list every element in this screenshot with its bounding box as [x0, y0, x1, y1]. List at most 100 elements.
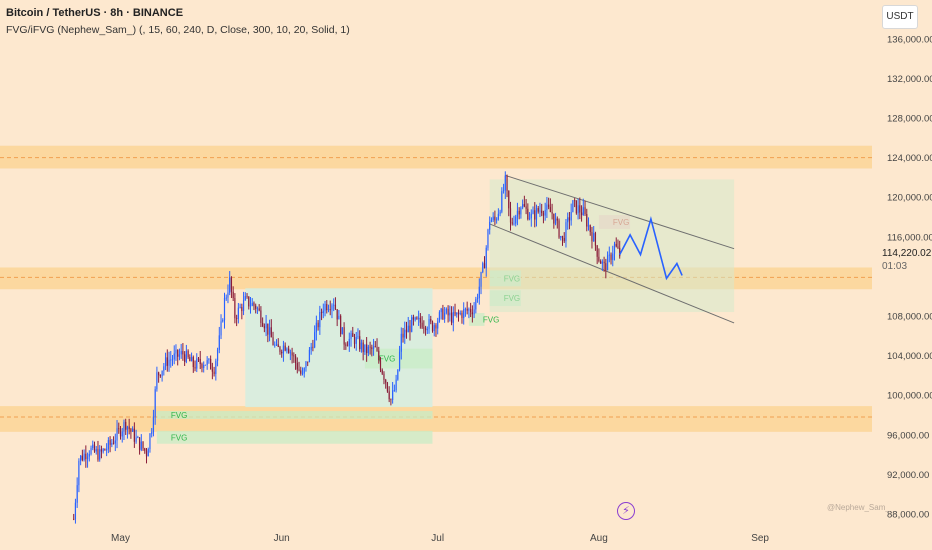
- candle-body-191: [404, 329, 406, 338]
- candle-body-138: [312, 346, 314, 348]
- y-tick-label-5: 116,000.00: [887, 232, 932, 243]
- candle-body-72: [197, 358, 200, 360]
- candle-body-309: [608, 254, 610, 256]
- candle-body-28: [121, 431, 123, 437]
- candle-body-36: [135, 437, 137, 442]
- candle-body-179: [383, 373, 385, 380]
- projection-path: [618, 215, 683, 281]
- candle-body-221: [456, 312, 458, 315]
- bar-countdown: 01:03: [882, 261, 908, 272]
- candle-body-126: [291, 352, 293, 356]
- candle-body-68: [190, 357, 193, 362]
- candle-body-306: [603, 261, 605, 264]
- candle-body-123: [286, 348, 288, 351]
- candle-body-151: [334, 304, 337, 310]
- symbol-title[interactable]: Bitcoin / TetherUS · 8h · BINANCE: [6, 7, 184, 19]
- candle-body-70: [194, 367, 196, 369]
- candle-body-182: [388, 391, 390, 400]
- candle-body-184: [392, 390, 394, 401]
- candle-body-153: [338, 315, 340, 320]
- candle-body-2: [76, 485, 78, 503]
- candle-body-51: [161, 370, 163, 377]
- candle-body-141: [317, 322, 319, 328]
- candle-body-87: [223, 298, 226, 321]
- candle-body-132: [301, 373, 304, 375]
- candle-body-3: [78, 460, 80, 486]
- candle-body-131: [300, 370, 302, 374]
- candle-body-213: [442, 308, 444, 320]
- candle-body-32: [128, 426, 130, 430]
- candle-body-49: [158, 372, 160, 375]
- candle-body-165: [359, 336, 361, 350]
- candle-body-133: [303, 368, 305, 374]
- candle-body-21: [109, 440, 111, 445]
- candle-body-98: [242, 300, 245, 312]
- candle-body-303: [598, 256, 600, 262]
- candle-body-95: [237, 307, 239, 319]
- candle-body-190: [402, 333, 404, 338]
- candle-body-10: [90, 448, 92, 454]
- candle-body-281: [560, 236, 562, 238]
- candle-body-205: [428, 319, 430, 330]
- candle-body-66: [187, 350, 189, 358]
- candle-body-40: [142, 441, 144, 449]
- candle-body-108: [260, 310, 262, 323]
- candle-body-180: [385, 379, 387, 383]
- candle-body-16: [100, 449, 103, 452]
- y-tick-label-4: 120,000.00: [887, 193, 932, 204]
- lightning-bolt-icon[interactable]: ⚡: [617, 502, 635, 520]
- candle-body-47: [154, 389, 156, 417]
- candle-body-147: [327, 309, 330, 311]
- candle-body-167: [362, 342, 364, 353]
- candle-body-50: [159, 374, 161, 377]
- candle-body-272: [544, 210, 546, 216]
- candle-body-311: [612, 253, 614, 260]
- candle-body-212: [440, 308, 442, 313]
- candle-body-169: [366, 344, 368, 354]
- zone-band-2: [0, 406, 872, 432]
- price-axis[interactable]: 136,000.00 132,000.00 128,000.00 124,000.00…: [887, 34, 932, 520]
- candle-body-59: [175, 349, 177, 354]
- time-axis[interactable]: May Jun Jul Aug Sep: [111, 533, 769, 544]
- channel-lower-line: [489, 223, 735, 324]
- candle-body-122: [284, 345, 286, 351]
- x-tick-label-3: Aug: [590, 533, 608, 544]
- candle-body-19: [106, 449, 108, 451]
- candle-body-189: [400, 333, 402, 352]
- candle-body-206: [430, 319, 432, 322]
- currency-button[interactable]: USDT: [882, 5, 918, 29]
- candle-body-214: [444, 312, 446, 320]
- candle-body-46: [152, 416, 155, 433]
- candle-body-114: [270, 327, 272, 338]
- indicator-legend[interactable]: FVG/iFVG (Nephew_Sam_) (, 15, 60, 240, D…: [6, 24, 350, 36]
- candle-body-219: [452, 312, 454, 323]
- candle-body-286: [568, 217, 571, 221]
- candle-body-58: [173, 353, 175, 360]
- candle-body-271: [542, 213, 545, 216]
- descending-channel: [489, 174, 735, 324]
- candle-body-88: [225, 297, 227, 299]
- candle-body-229: [470, 309, 472, 313]
- candle-body-231: [473, 309, 475, 315]
- candle-body-282: [561, 236, 564, 239]
- candle-body-232: [475, 299, 477, 310]
- candle-body-257: [518, 210, 520, 215]
- candle-body-299: [591, 232, 593, 242]
- channel-upper-line: [505, 174, 735, 250]
- candle-body-297: [587, 225, 590, 227]
- candle-body-7: [85, 453, 87, 460]
- y-tick-label-12: 88,000.00: [887, 510, 929, 521]
- candle-body-96: [239, 307, 241, 308]
- candle-body-196: [412, 317, 415, 320]
- candle-body-276: [551, 212, 553, 214]
- candle-body-130: [298, 369, 300, 371]
- candle-body-235: [480, 272, 482, 287]
- fvg-label-1: FVG: [171, 433, 187, 442]
- candle-body-310: [610, 254, 612, 260]
- candle-body-71: [196, 358, 198, 369]
- candle-body-261: [525, 206, 527, 209]
- candle-body-150: [333, 304, 335, 306]
- candle-body-183: [390, 399, 392, 401]
- candle-body-265: [532, 210, 534, 214]
